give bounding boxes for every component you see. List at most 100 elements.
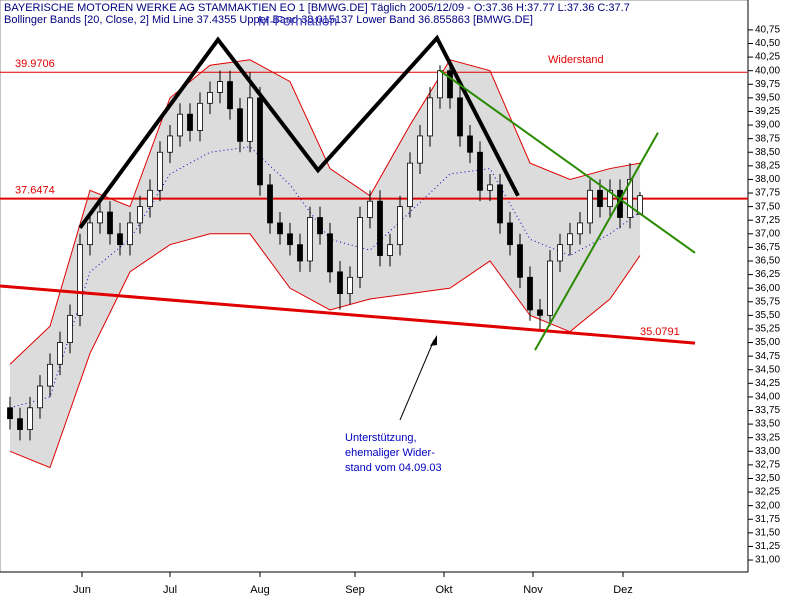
annotation: ehemaliger Wider- [345,447,435,459]
candle-body [287,233,293,246]
candle-body [37,385,43,409]
candle-body [107,211,113,235]
y-tick-label: 39,00 [755,120,780,131]
y-tick-label: 34,75 [755,351,780,362]
candle-body [567,233,573,246]
candle-body [487,184,493,191]
candle-body [157,151,163,191]
candle-body [197,102,203,131]
x-tick-label: Okt [435,584,452,596]
annotation: Widerstand [548,54,604,66]
candle-body [187,113,193,131]
candle-body [297,244,303,262]
y-tick-label: 39,25 [755,106,780,117]
y-tick-label: 39,75 [755,79,780,90]
annotation: stand vom 04.09.03 [345,462,442,474]
x-tick-label: Sep [345,584,365,596]
y-tick-label: 31,75 [755,514,780,525]
candle-body [607,189,613,208]
y-tick-label: 35,25 [755,324,780,335]
candle-body [177,113,183,137]
candle-body [397,206,403,246]
candle-body [127,222,133,246]
candle-body [437,70,443,99]
annotation: Unterstützung, [345,432,417,444]
candle-body [247,97,253,142]
candle-body [57,342,63,365]
candle-body [167,135,173,153]
y-tick-label: 35,00 [755,337,780,348]
band-lower [9,233,641,469]
y-tick-label: 37,25 [755,215,780,226]
candle-body [147,189,153,208]
y-tick-label: 38,75 [755,133,780,144]
y-tick-label: 37,50 [755,201,780,212]
candle-body [277,222,283,235]
y-tick-label: 34,00 [755,392,780,403]
candle-body [237,108,243,142]
candle-body [497,184,503,224]
y-tick-label: 38,00 [755,174,780,185]
candle-body [477,151,483,191]
candle-body [307,217,313,262]
trend-line [439,69,696,254]
y-tick-label: 33,50 [755,419,780,430]
y-tick-label: 33,25 [755,432,780,443]
candle-body [67,314,73,343]
candle-body [27,407,33,430]
y-tick-label: 36,25 [755,269,780,280]
y-tick-label: 31,50 [755,527,780,538]
main-layer [0,34,696,441]
x-tick-label: Aug [250,584,270,596]
candle-body [217,81,223,93]
candle-body [547,260,553,316]
y-tick-label: 38,25 [755,160,780,171]
y-tick-label: 34,25 [755,378,780,389]
candle-body [367,200,373,218]
level-label: 39.9706 [15,58,55,70]
candle-body [97,211,103,224]
candle-body [357,217,363,278]
candle-body [507,222,513,246]
y-tick-label: 37,00 [755,228,780,239]
candle-body [137,206,143,224]
annotation: M-Formation [258,13,337,29]
y-tick-label: 32,75 [755,460,780,471]
candle-body [377,200,383,256]
y-tick-label: 33,75 [755,405,780,416]
candle-body [427,97,433,137]
candle-body [317,217,323,235]
annotation-arrow [399,339,435,421]
y-tick-label: 40,75 [755,25,780,36]
y-tick-label: 40,50 [755,38,780,49]
candle-body [267,184,273,224]
subheader: Bollinger Bands [20, Close, 2] Mid Line … [4,14,533,26]
y-tick-label: 32,25 [755,487,780,498]
candle-body [467,135,473,153]
candle-body [537,309,543,316]
x-tick-label: Dez [613,584,633,596]
y-tick-label: 35,50 [755,310,780,321]
candle-body [417,135,423,164]
y-tick-label: 36,75 [755,242,780,253]
trend-line [534,132,659,351]
candle-body [87,222,93,246]
candle-body [447,70,453,99]
annotation: 35.0791 [640,326,680,338]
level-label: 37.6474 [15,185,55,197]
candle-body [337,271,343,295]
candle-body [7,407,13,420]
candle-body [257,97,263,186]
candle-body [527,276,533,311]
y-tick-label: 31,25 [755,541,780,552]
y-tick-label: 40,00 [755,65,780,76]
candle-body [597,189,603,208]
header: BAYERISCHE MOTOREN WERKE AG STAMMAKTIEN … [4,2,630,14]
y-tick-label: 36,00 [755,283,780,294]
candle-body [627,179,633,218]
x-tick-label: Nov [523,584,543,596]
candle-body [587,189,593,224]
y-tick-label: 38,50 [755,147,780,158]
candle-body [387,244,393,256]
